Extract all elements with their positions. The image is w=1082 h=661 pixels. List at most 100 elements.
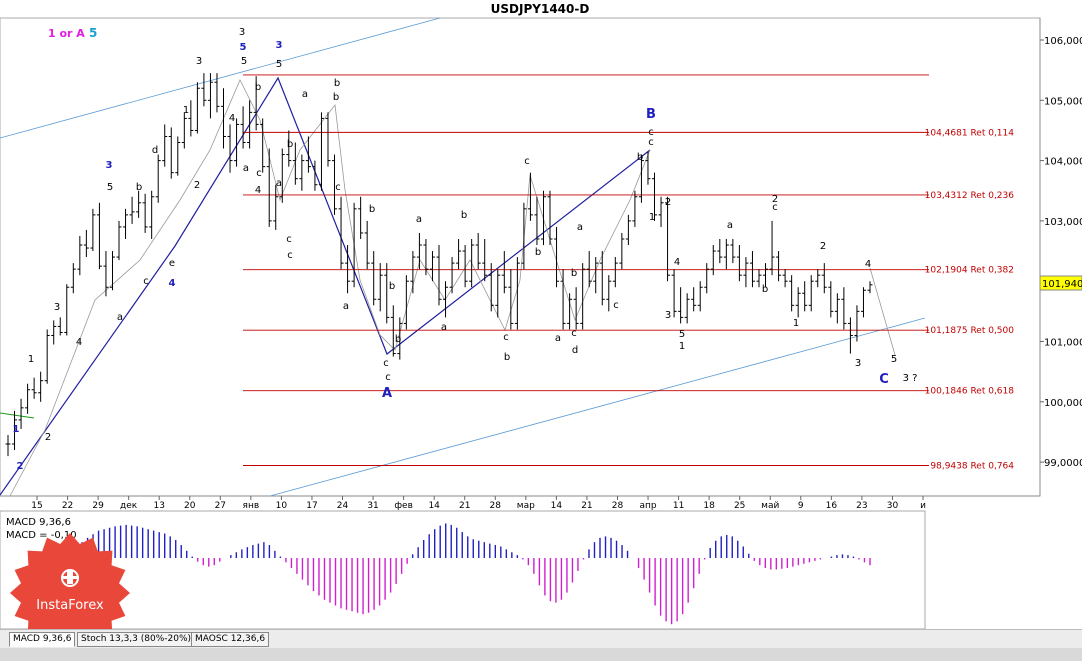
wave-label: 3 bbox=[855, 358, 861, 369]
projection-line bbox=[869, 267, 896, 356]
status-strip bbox=[0, 648, 1082, 661]
date-tick-label: 18 bbox=[703, 501, 715, 511]
wave-label: 3 bbox=[239, 27, 245, 38]
date-tick-label: 30 bbox=[887, 501, 899, 511]
price-tick-label: 105,0000 bbox=[1044, 96, 1082, 107]
ohlc-bar bbox=[782, 269, 788, 288]
wave-label: c bbox=[571, 328, 577, 339]
ohlc-bar bbox=[345, 245, 351, 294]
ohlc-bar bbox=[867, 281, 873, 294]
wave-label: c bbox=[256, 168, 262, 179]
wave-label: 3 bbox=[54, 302, 60, 313]
ohlc-bar bbox=[717, 238, 723, 264]
wave-label: d bbox=[572, 345, 578, 356]
ohlc-bar bbox=[586, 251, 592, 288]
ohlc-bar bbox=[678, 287, 684, 324]
ohlc-bar bbox=[286, 130, 292, 167]
ohlc-bar bbox=[12, 410, 18, 451]
date-tick-label: 29 bbox=[92, 501, 104, 511]
date-tick-label: 14 bbox=[551, 501, 563, 511]
ohlc-bar bbox=[632, 190, 638, 227]
wave-label: 3 bbox=[665, 310, 671, 321]
wave-label: a bbox=[416, 214, 422, 225]
tab-stoch[interactable]: Stoch 13,3,3 (80%-20%) bbox=[77, 632, 196, 647]
wave-label: b bbox=[535, 247, 541, 258]
ohlc-bar bbox=[181, 112, 187, 149]
ohlc-bar bbox=[501, 251, 507, 294]
ohlc-bar bbox=[508, 269, 514, 330]
ohlc-bar bbox=[776, 251, 782, 282]
wave-label: a bbox=[555, 333, 561, 344]
ohlc-bar bbox=[756, 269, 762, 288]
ohlc-bar bbox=[149, 190, 155, 239]
ohlc-bar bbox=[710, 245, 716, 276]
ohlc-bar bbox=[534, 196, 540, 246]
ohlc-bar bbox=[671, 269, 677, 318]
wave-label: 4 bbox=[169, 278, 176, 289]
ohlc-bar bbox=[802, 281, 808, 312]
wave-label: 4 bbox=[229, 113, 235, 124]
ohlc-bar bbox=[625, 214, 631, 246]
ohlc-bar bbox=[325, 112, 331, 167]
ohlc-bar bbox=[70, 263, 76, 294]
wave-label: d bbox=[152, 145, 158, 156]
ohlc-bar bbox=[83, 229, 89, 258]
wave-label: B bbox=[646, 107, 656, 122]
ohlc-bar bbox=[384, 263, 390, 324]
fib-levels: 104,4681 Ret 0,114 103,4312 Ret 0,236 102,… bbox=[243, 74, 1015, 471]
tab-macd[interactable]: MACD 9,36,6 bbox=[9, 632, 76, 647]
ohlc-bar bbox=[665, 196, 671, 282]
ohlc-bar bbox=[652, 172, 657, 221]
wave-label: a bbox=[243, 163, 249, 174]
ohlc-bar bbox=[645, 151, 651, 185]
wave-path-lines bbox=[9, 79, 651, 497]
wave-label: 3 ? bbox=[903, 373, 918, 384]
ohlc-bar bbox=[273, 184, 279, 230]
ohlc-bar bbox=[221, 88, 226, 149]
tab-maosc[interactable]: MAOSC 12,36,6 bbox=[191, 632, 270, 647]
ohlc-bars bbox=[5, 73, 873, 457]
current-price-label: 101,940 bbox=[1042, 279, 1082, 290]
ohlc-bar bbox=[514, 257, 520, 330]
ohlc-bar bbox=[599, 251, 605, 306]
wave-label: 1 bbox=[183, 105, 189, 116]
wave-label: 4 bbox=[674, 257, 680, 268]
fib-level-label: 101,1875 Ret 0,500 bbox=[925, 326, 1015, 336]
ohlc-bar bbox=[351, 202, 357, 288]
wave-label: 2 bbox=[17, 461, 24, 472]
wave-label: 5 bbox=[679, 329, 685, 340]
ohlc-bar bbox=[697, 281, 703, 312]
ohlc-bar bbox=[834, 293, 840, 324]
wave-label: c bbox=[613, 300, 619, 311]
ohlc-bar bbox=[123, 208, 129, 239]
wave-label: a bbox=[727, 220, 733, 231]
ohlc-bar bbox=[730, 238, 736, 264]
ohlc-bar bbox=[436, 245, 442, 306]
wave-label: a bbox=[577, 222, 583, 233]
wave-label: b bbox=[504, 352, 510, 363]
ohlc-bar bbox=[318, 112, 324, 191]
price-chart: USDJPY1440-D 104,4681 Ret 0,114 103,4312 … bbox=[0, 2, 1082, 629]
wave-label: 5 bbox=[107, 182, 113, 193]
ohlc-bar bbox=[475, 232, 481, 270]
ohlc-bar bbox=[358, 196, 364, 239]
wave-label: C bbox=[879, 372, 889, 387]
date-tick-label: и bbox=[920, 501, 926, 511]
fib-level-label: 102,1904 Ret 0,382 bbox=[925, 266, 1014, 276]
ohlc-bar bbox=[188, 100, 194, 137]
wave-label: b bbox=[369, 204, 375, 215]
wave-label: a bbox=[343, 301, 349, 312]
ohlc-bar bbox=[456, 238, 462, 270]
ohlc-bar bbox=[18, 398, 24, 429]
ohlc-bar bbox=[338, 196, 344, 270]
instaforex-logo: InstaForex bbox=[10, 533, 130, 629]
ohlc-bar bbox=[684, 293, 690, 324]
ohlc-bar bbox=[116, 220, 122, 261]
date-tick-label: 25 bbox=[734, 501, 745, 511]
wave-label: 1 bbox=[28, 354, 34, 365]
date-tick-label: 10 bbox=[276, 501, 288, 511]
ohlc-bar bbox=[377, 263, 383, 312]
ohlc-bar bbox=[227, 124, 233, 173]
wave-label: b bbox=[287, 139, 293, 150]
ohlc-bar bbox=[860, 287, 866, 318]
